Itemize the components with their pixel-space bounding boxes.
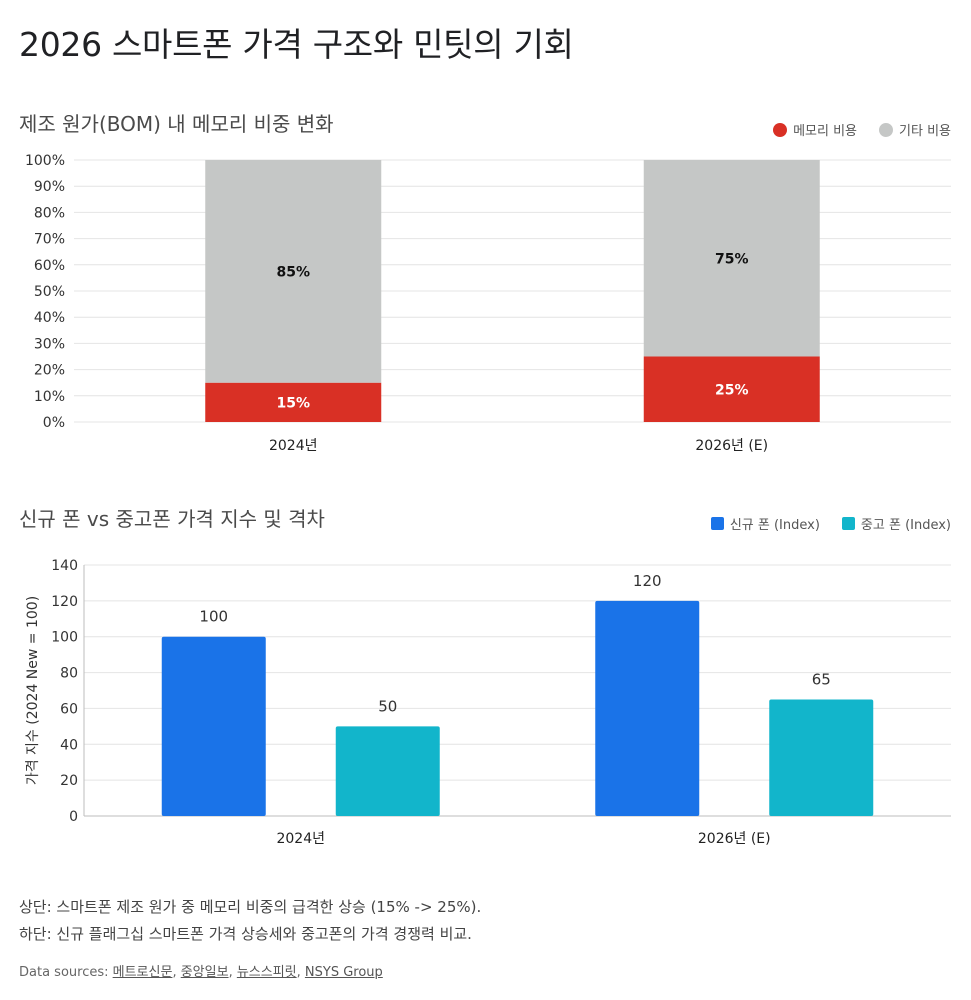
source-link-newsspirit[interactable]: 뉴스스피릿 — [236, 965, 297, 980]
x-tick-label: 2026년 (E) — [695, 438, 768, 454]
bar-data-label: 75% — [715, 251, 749, 267]
y-tick-label: 30% — [34, 336, 65, 352]
bar-data-label: 50 — [378, 697, 397, 715]
x-tick-label: 2024년 — [276, 831, 325, 847]
y-tick-label: 140 — [51, 558, 78, 574]
y-tick-label: 80% — [34, 205, 65, 221]
note-top: 상단: 스마트폰 제조 원가 중 메모리 비중의 급격한 상승 (15% -> … — [19, 898, 482, 916]
legend-swatch-other — [879, 122, 894, 137]
y-tick-label: 50% — [34, 284, 65, 300]
y-axis-title: 가격 지수 (2024 New = 100) — [25, 596, 41, 785]
y-tick-label: 100 — [51, 630, 78, 646]
y-tick-label: 90% — [34, 179, 65, 195]
bar-data-label: 120 — [633, 572, 662, 590]
chart1-legend: 메모리 비용 기타 비용 — [773, 120, 951, 139]
y-tick-label: 0% — [43, 415, 65, 431]
y-tick-label: 70% — [34, 232, 65, 248]
bar-segment — [205, 160, 382, 383]
bar-segment — [643, 356, 820, 422]
legend-label-memory: 메모리 비용 — [793, 124, 858, 139]
y-tick-label: 80 — [60, 666, 78, 682]
sources-label: Data sources: — [19, 965, 109, 980]
legend-label-other: 기타 비용 — [899, 124, 951, 139]
page-title: 2026 스마트폰 가격 구조와 민팃의 기회 — [19, 25, 574, 64]
y-tick-label: 10% — [34, 389, 65, 405]
legend-item-other: 기타 비용 — [879, 120, 951, 139]
bar — [161, 636, 266, 816]
bar — [769, 699, 874, 816]
y-tick-label: 40% — [34, 310, 65, 326]
bar-data-label: 65 — [812, 670, 831, 688]
legend-swatch-memory — [773, 122, 788, 137]
legend-swatch-used-phone — [841, 517, 855, 530]
y-tick-label: 60 — [60, 701, 78, 717]
bar-data-label: 85% — [276, 264, 310, 280]
bar-data-label: 25% — [715, 382, 749, 398]
bar-data-label: 100 — [199, 608, 228, 626]
chart1-title: 제조 원가(BOM) 내 메모리 비중 변화 — [19, 112, 334, 136]
y-tick-label: 100% — [25, 153, 65, 169]
y-tick-label: 60% — [34, 258, 65, 274]
source-link-metro[interactable]: 메트로신문 — [112, 965, 173, 980]
legend-label-new-phone: 신규 폰 (Index) — [729, 518, 820, 533]
x-tick-label: 2026년 (E) — [698, 831, 771, 847]
chart2-legend: 신규 폰 (Index) 중고 폰 (Index) — [710, 514, 951, 533]
data-sources: Data sources: 메트로신문, 중앙일보, 뉴스스피릿, NSYS G… — [19, 965, 383, 980]
memory-share-chart: 0% 10% 20% 30% 40% 50% 60% 70% 80% 90% 100% 15% 85% 2… — [25, 153, 951, 454]
x-tick-label: 2024년 — [269, 438, 318, 454]
legend-item-memory: 메모리 비용 — [773, 120, 857, 139]
price-index-chart: 0 20 40 60 80 100 120 140 가격 지수 (2024 New = 100)… — [25, 558, 951, 847]
legend-swatch-new-phone — [710, 517, 724, 530]
y-tick-label: 40 — [60, 737, 78, 753]
bar-segment — [643, 160, 820, 357]
note-bottom: 하단: 신규 플래그십 스마트폰 가격 상승세와 중고폰의 가격 경쟁력 비교. — [19, 925, 472, 943]
source-link-nsys[interactable]: NSYS Group — [304, 965, 383, 980]
y-tick-label: 120 — [51, 594, 78, 610]
legend-item-new-phone: 신규 폰 (Index) — [710, 514, 820, 533]
y-tick-label: 20% — [34, 363, 65, 379]
bar — [335, 726, 440, 816]
chart2-title: 신규 폰 vs 중고폰 가격 지수 및 격차 — [19, 507, 325, 531]
y-tick-label: 20 — [60, 773, 78, 789]
bar — [595, 600, 700, 816]
bar-segment — [205, 382, 382, 422]
legend-label-used-phone: 중고 폰 (Index) — [860, 518, 951, 533]
y-tick-label: 0 — [69, 809, 78, 825]
bar-data-label: 15% — [276, 395, 310, 411]
legend-item-used-phone: 중고 폰 (Index) — [841, 514, 951, 533]
source-link-joongang[interactable]: 중앙일보 — [180, 965, 229, 980]
